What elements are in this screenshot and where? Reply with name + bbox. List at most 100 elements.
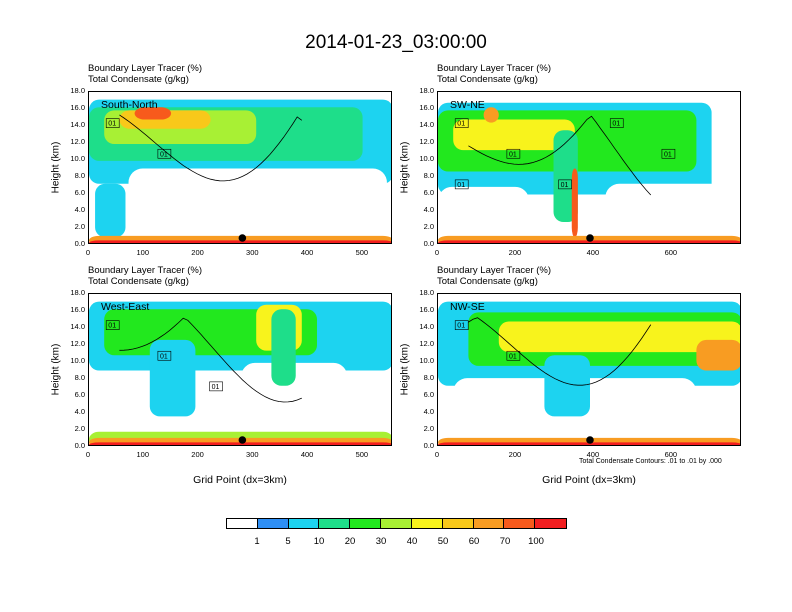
field-region [438, 240, 740, 243]
panel-subtitle-tracer: Boundary Layer Tracer (%) [437, 63, 552, 74]
x-tick-label: 400 [300, 248, 314, 257]
x-tick-label: 300 [246, 450, 259, 459]
field-region [95, 183, 126, 238]
contour-label: 01 [509, 151, 517, 158]
x-tick-label: 600 [664, 248, 678, 257]
y-tick-label: 2.0 [423, 222, 434, 231]
colorbar-label: 60 [468, 536, 480, 547]
y-tick-label: 2.0 [74, 424, 85, 433]
x-tick-label: 600 [664, 450, 678, 459]
y-tick-label: 12.0 [70, 137, 85, 146]
y-axis-label: Height (km) [399, 343, 411, 395]
condensate-contour [119, 317, 302, 403]
contour-label-box [157, 350, 172, 361]
colorbar-label: 10 [313, 536, 325, 547]
y-tick-label: 4.0 [74, 205, 85, 214]
x-axis-label: Grid Point (dx=3km) [542, 474, 636, 486]
field-region [241, 362, 348, 425]
x-tick-label: 200 [508, 450, 522, 459]
condensate-contour [119, 114, 303, 182]
field-region [553, 130, 578, 223]
x-tick-label: 300 [246, 248, 259, 257]
y-tick-label: 18.0 [419, 86, 434, 95]
x-tick-label: 500 [355, 450, 369, 459]
colorbar-swatch [319, 519, 351, 528]
contour-label-box [558, 179, 572, 190]
y-tick-label: 10.0 [70, 356, 85, 365]
y-tick-label: 14.0 [70, 322, 85, 331]
field-region [128, 168, 387, 233]
x-tick-label: 0 [434, 248, 440, 257]
y-tick-label: 6.0 [423, 188, 434, 197]
colorbar-label: 5 [285, 536, 291, 547]
contour-label-box [609, 118, 624, 128]
y-tick-label: 18.0 [70, 288, 85, 297]
contour-label-box [157, 148, 172, 159]
colorbar-swatch [504, 519, 536, 528]
y-tick-label: 12.0 [419, 137, 434, 146]
panel-cross-section-label: West-East [101, 301, 150, 313]
field-region [271, 309, 296, 386]
contour-label: 01 [664, 151, 672, 158]
x-tick-label: 0 [85, 248, 91, 257]
contour-label-box [506, 148, 521, 159]
x-tick-label: 400 [300, 450, 314, 459]
heatmap-svg: 01 01 [438, 301, 740, 445]
y-axis-label: Height (km) [399, 141, 411, 193]
colorbar-label: 30 [375, 536, 387, 547]
y-tick-label: 8.0 [74, 171, 85, 180]
colorbar-label: 50 [437, 536, 449, 547]
contour-label: 01 [108, 323, 116, 330]
y-tick-label: 0.0 [74, 239, 85, 248]
y-tick-label: 8.0 [74, 373, 85, 382]
x-tick-label: 0 [434, 450, 440, 459]
x-tick-label: 200 [508, 248, 522, 257]
panel-subtitle-tracer: Boundary Layer Tracer (%) [88, 63, 203, 74]
colorbar-swatch [227, 519, 258, 528]
contour-note: Total Condensate Contours: .01 to .01 by… [579, 458, 722, 465]
x-tick-label: 200 [191, 450, 204, 459]
y-tick-label: 10.0 [419, 154, 434, 163]
colorbar-swatch [535, 519, 566, 528]
panel-plot-sw-ne: 01 01 01 01 01 01 SW-NE [437, 91, 741, 244]
y-tick-label: 8.0 [423, 171, 434, 180]
y-tick-label: 16.0 [70, 103, 85, 112]
y-tick-label: 4.0 [423, 407, 434, 416]
y-tick-label: 16.0 [70, 305, 85, 314]
contour-label-box [454, 179, 469, 190]
colorbar [226, 518, 567, 529]
panel-cross-section-label: NW-SE [450, 301, 485, 313]
contour-label: 01 [561, 182, 569, 189]
x-tick-label: 0 [85, 450, 91, 459]
y-tick-label: 12.0 [419, 339, 434, 348]
field-region [605, 183, 740, 235]
x-tick-label: 100 [136, 450, 150, 459]
x-tick-label: 100 [136, 248, 150, 257]
contour-label-box [209, 381, 223, 392]
panel-subtitle-condensate: Total Condensate (g/kg) [88, 74, 189, 85]
x-axis-label: Grid Point (dx=3km) [193, 474, 287, 486]
panel-cross-section-label: South-North [101, 99, 158, 111]
y-axis-label: Height (km) [50, 343, 62, 395]
y-tick-label: 14.0 [419, 322, 434, 331]
x-tick-label: 200 [191, 248, 204, 257]
field-region [89, 378, 135, 432]
y-tick-label: 8.0 [423, 373, 434, 382]
contour-label: 01 [457, 323, 465, 330]
panel-plot-nw-se: 01 01 NW-SE [437, 293, 741, 446]
field-region [483, 107, 499, 123]
colorbar-swatch [473, 519, 505, 528]
contour-label-box [105, 118, 120, 128]
x-tick-label: 500 [355, 248, 369, 257]
y-tick-label: 2.0 [74, 222, 85, 231]
colorbar-label: 20 [344, 536, 356, 547]
y-tick-label: 16.0 [419, 305, 434, 314]
field-region [453, 119, 575, 151]
y-tick-label: 10.0 [70, 154, 85, 163]
y-tick-label: 6.0 [74, 188, 85, 197]
x-tick-label: 400 [586, 450, 600, 459]
y-axis-label: Height (km) [50, 141, 62, 193]
colorbar-label: 70 [499, 536, 511, 547]
panel-subtitle-tracer: Boundary Layer Tracer (%) [437, 265, 552, 276]
colorbar-label: 40 [406, 536, 418, 547]
